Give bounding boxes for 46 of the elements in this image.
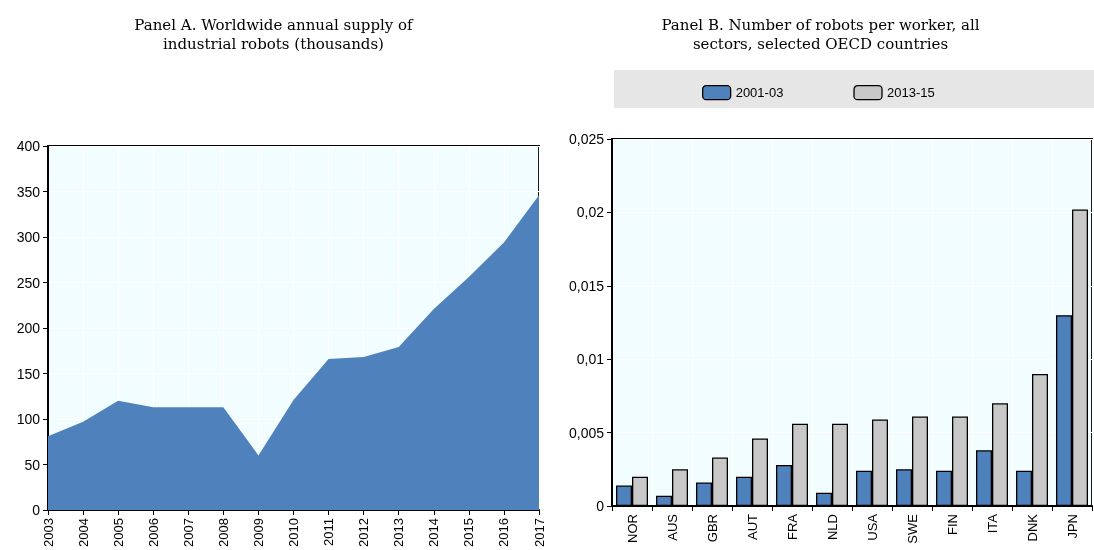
y-tick-label: 250 xyxy=(16,274,41,291)
legend-label: 2013-15 xyxy=(887,85,935,101)
y-tick-label: 0 xyxy=(596,498,605,514)
x-tick-label: 2011 xyxy=(321,518,337,546)
x-tick-label: 2010 xyxy=(286,518,301,547)
x-tick-label: NOR xyxy=(624,514,640,543)
x-tick-label: SWE xyxy=(904,513,920,544)
x-tick-label: GBR xyxy=(704,514,720,543)
x-tick-label: 2017 xyxy=(531,518,547,547)
y-tick-label: 0,015 xyxy=(568,277,605,294)
x-tick-label: ITA xyxy=(984,513,1000,534)
y-tick-label: 200 xyxy=(16,320,41,336)
x-tick-label: 2006 xyxy=(145,518,161,547)
legend-label: 2001-03 xyxy=(735,85,784,101)
x-tick-label: 2007 xyxy=(180,518,196,547)
y-tick-label: 0,025 xyxy=(568,131,605,147)
x-tick-label: 2009 xyxy=(250,518,266,547)
x-tick-label: 2014 xyxy=(426,518,442,547)
chart-title: Panel B. Number of robots per worker, all sectors, selected OECD countries xyxy=(661,15,980,53)
x-tick-label: 2012 xyxy=(356,518,372,547)
x-tick-label: USA xyxy=(864,513,880,541)
x-tick-label: JPN xyxy=(1064,514,1080,539)
x-tick-label: AUS xyxy=(664,513,680,541)
y-tick-label: 150 xyxy=(16,365,41,382)
x-tick-label: 2016 xyxy=(496,518,512,547)
y-tick-label: 100 xyxy=(16,411,41,427)
y-tick-label: 0,02 xyxy=(576,204,605,221)
y-tick-label: 350 xyxy=(16,183,41,200)
x-tick-label: FIN xyxy=(944,514,960,535)
x-tick-label: 2003 xyxy=(40,518,56,547)
x-tick-label: 2008 xyxy=(215,518,231,547)
x-tick-label: DNK xyxy=(1024,513,1040,542)
y-tick-label: 0,005 xyxy=(568,424,605,441)
x-tick-label: FRA xyxy=(784,513,800,540)
x-tick-label: 2005 xyxy=(110,518,126,547)
y-tick-label: 300 xyxy=(16,229,41,245)
y-tick-label: 50 xyxy=(24,456,41,473)
x-tick-label: AUT xyxy=(744,513,760,540)
x-tick-label: 2013 xyxy=(391,518,407,547)
y-tick-label: 400 xyxy=(16,138,41,154)
y-tick-label: 0 xyxy=(32,502,41,518)
x-tick-label: 2015 xyxy=(461,518,477,547)
x-tick-label: NLD xyxy=(824,514,840,541)
chart-title: Panel A. Worldwide annual supply of industrial robots (thousands) xyxy=(134,15,415,53)
x-tick-label: 2004 xyxy=(75,518,91,547)
y-tick-label: 0,01 xyxy=(576,351,605,368)
